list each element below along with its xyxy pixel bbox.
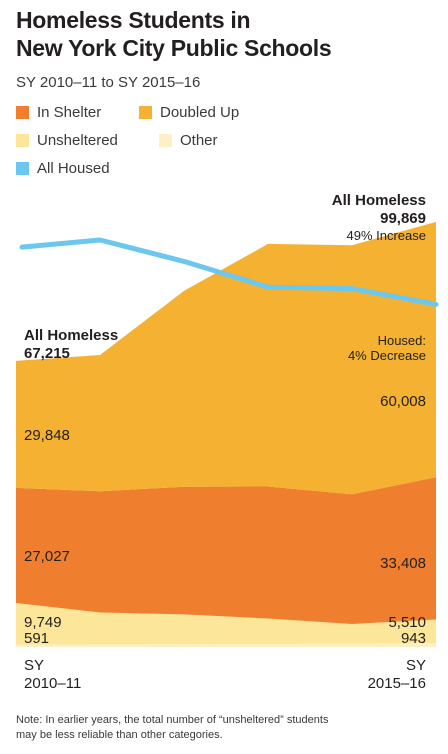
start-total-value: 67,215: [24, 345, 70, 362]
area-layers: [16, 221, 436, 647]
legend-item-in-shelter: In Shelter: [16, 104, 101, 121]
area-other: [16, 643, 436, 647]
end-total-change: 49% Increase: [347, 228, 427, 243]
all-housed-line: [19, 237, 439, 307]
end-in-shelter-label: 33,408: [380, 555, 426, 572]
legend-label-doubled-up: Doubled Up: [160, 104, 240, 121]
area-in-shelter: [16, 477, 436, 624]
end-doubled-up-label: 60,008: [380, 393, 426, 410]
x-axis-end-label-top: SY: [406, 657, 426, 674]
legend-label-unsheltered: Unsheltered: [37, 132, 118, 149]
footnote-line-1: Note: In earlier years, the total number…: [16, 714, 329, 726]
start-other-label: 591: [24, 630, 49, 647]
all-housed-line-layer: [19, 237, 439, 307]
footnote: Note: In earlier years, the total number…: [16, 713, 436, 743]
title-line-2: New York City Public Schools: [16, 35, 332, 61]
legend-label-other: Other: [180, 132, 218, 149]
end-unsheltered-label: 5,510: [388, 614, 426, 631]
start-unsheltered-label: 9,749: [24, 614, 62, 631]
legend-swatch-doubled-up: [139, 106, 152, 119]
end-total-caption: All Homeless: [332, 192, 426, 209]
legend-swatch-other: [159, 134, 172, 147]
legend-swatch-all-housed: [16, 162, 29, 175]
legend-item-all-housed: All Housed: [16, 160, 110, 177]
legend-item-other: Other: [159, 132, 218, 149]
legend-swatch-in-shelter: [16, 106, 29, 119]
footnote-line-2: may be less reliable than other categori…: [16, 729, 223, 741]
start-total-caption: All Homeless: [24, 327, 118, 344]
area-unsheltered: [16, 603, 436, 645]
legend-label-in-shelter: In Shelter: [37, 104, 102, 121]
end-housed-change: 4% Decrease: [348, 348, 426, 363]
end-total-value: 99,869: [380, 210, 426, 227]
title-line-1: Homeless Students in: [16, 7, 251, 33]
x-axis-end-label-bottom: 2015–16: [368, 675, 426, 692]
end-other-label: 943: [401, 630, 426, 647]
end-housed-caption: Housed:: [378, 333, 426, 348]
legend-label-all-housed: All Housed: [37, 160, 110, 177]
x-axis-start-label-top: SY: [24, 657, 44, 674]
chart-title: Homeless Students in New York City Publi…: [16, 6, 436, 62]
x-axis-start-label-bottom: 2010–11: [24, 675, 81, 692]
legend-swatch-unsheltered: [16, 134, 29, 147]
legend-item-unsheltered: Unsheltered: [16, 132, 118, 149]
legend-item-doubled-up: Doubled Up: [139, 104, 239, 121]
start-doubled-up-label: 29,848: [24, 427, 70, 444]
start-in-shelter-label: 27,027: [24, 548, 70, 565]
chart-subtitle: SY 2010–11 to SY 2015–16: [16, 74, 201, 91]
